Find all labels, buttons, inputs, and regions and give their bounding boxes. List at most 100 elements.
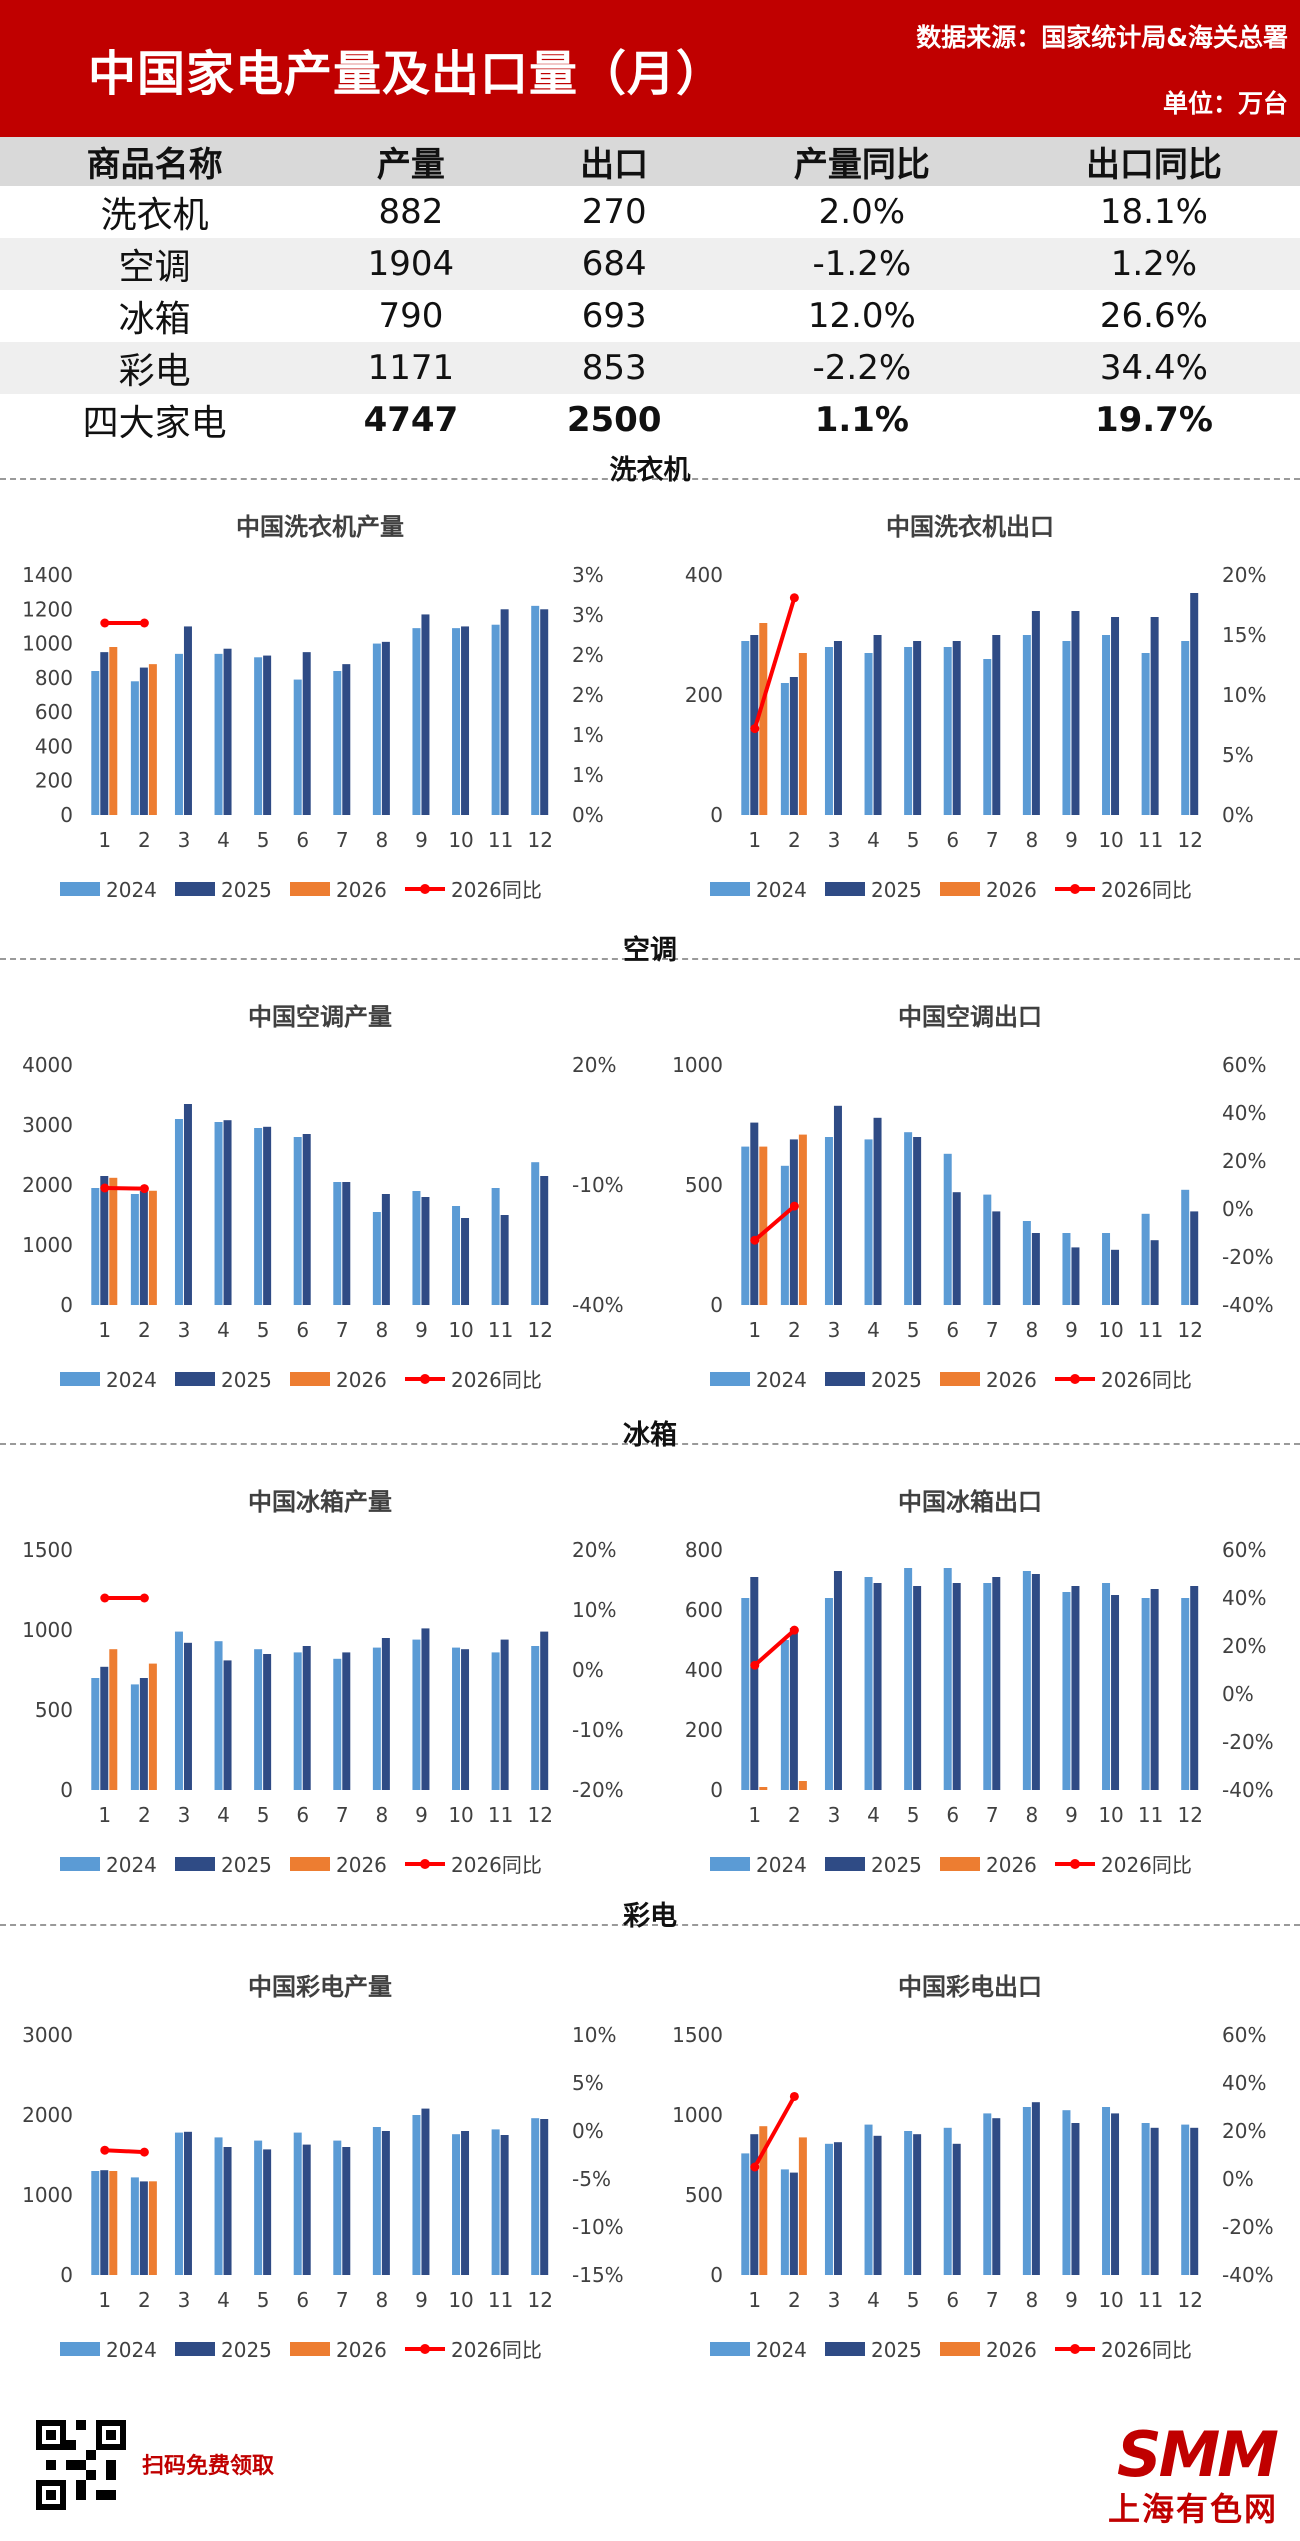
- data-source: 数据来源：国家统计局&海关总署: [916, 23, 1288, 52]
- bar-2024: [780, 683, 789, 815]
- legend-label: 2025: [221, 878, 272, 902]
- bar-2024: [1181, 1189, 1190, 1305]
- bar-2024: [254, 657, 263, 815]
- legend-label: 2025: [221, 2338, 272, 2362]
- bar-2024: [130, 1194, 139, 1305]
- x-tick-label: 3: [178, 1318, 191, 1342]
- yoy-line: [752, 597, 797, 730]
- bar-2025: [461, 1218, 470, 1305]
- y2-tick-label: -40%: [572, 1293, 624, 1317]
- x-tick-label: 2: [138, 2288, 151, 2312]
- y2-tick-label: 15%: [1222, 623, 1266, 647]
- bar-2024: [824, 1137, 833, 1305]
- x-tick-label: 11: [488, 828, 513, 852]
- bar-2026: [759, 1787, 768, 1790]
- bar-2024: [372, 2127, 381, 2275]
- legend-swatch-dot: [420, 2344, 430, 2354]
- bar-2025: [540, 2119, 549, 2275]
- x-tick-label: 9: [415, 1318, 428, 1342]
- legend-swatch: [825, 882, 865, 896]
- y2-tick-label: 1%: [572, 763, 604, 787]
- legend-label: 2024: [756, 878, 807, 902]
- y-tick-label: 1500: [22, 1538, 73, 1562]
- y-tick-label: 0: [60, 803, 73, 827]
- bar-2025: [992, 2118, 1001, 2275]
- yoy-point: [139, 1184, 149, 1194]
- x-tick-label: 8: [1026, 1318, 1039, 1342]
- bar-2025: [1071, 611, 1080, 815]
- bar-2024: [333, 671, 342, 815]
- x-tick-label: 4: [867, 1803, 880, 1827]
- y2-tick-label: 0%: [572, 2119, 604, 2143]
- chart-title: 中国冰箱产量: [248, 1488, 392, 1516]
- legend-label: 2026同比: [451, 878, 542, 902]
- x-tick-label: 1: [98, 1803, 111, 1827]
- legend-label: 2026: [986, 1368, 1037, 1392]
- bar-2025: [873, 635, 882, 815]
- bar-2025: [183, 626, 192, 815]
- bar-2024: [1022, 1571, 1031, 1790]
- bar-2025: [302, 652, 311, 815]
- legend-label: 2026: [336, 1368, 387, 1392]
- bar-2025: [833, 1571, 842, 1790]
- x-tick-label: 4: [217, 828, 230, 852]
- y-tick-label: 0: [710, 1778, 723, 1802]
- x-tick-label: 2: [138, 1318, 151, 1342]
- bar-2025: [100, 2170, 109, 2275]
- legend-label: 2026同比: [1101, 1368, 1192, 1392]
- chart-title: 中国彩电出口: [898, 1973, 1042, 2001]
- legend-label: 2026: [986, 1853, 1037, 1877]
- legend-label: 2025: [871, 1853, 922, 1877]
- bar-2024: [1062, 641, 1071, 815]
- bar-2024: [1181, 1598, 1190, 1790]
- bar-2025: [1111, 617, 1120, 815]
- x-tick-label: 12: [527, 1803, 552, 1827]
- x-tick-label: 11: [488, 1318, 513, 1342]
- x-tick-label: 5: [907, 1803, 920, 1827]
- x-tick-label: 8: [376, 828, 389, 852]
- qr-code-icon[interactable]: [36, 2420, 126, 2510]
- bar-2024: [293, 1652, 302, 1790]
- y2-tick-label: -40%: [1222, 2263, 1274, 2287]
- y2-tick-label: 60%: [1222, 2023, 1266, 2047]
- bar-2024: [943, 1568, 952, 1790]
- bar-2025: [223, 1120, 232, 1305]
- bar-2024: [780, 1165, 789, 1305]
- y-tick-label: 0: [60, 1778, 73, 1802]
- x-tick-label: 10: [1098, 1803, 1123, 1827]
- yoy-line: [753, 1628, 796, 1667]
- y-tick-label: 1000: [22, 1618, 73, 1642]
- legend-swatch: [710, 1857, 750, 1871]
- y-tick-label: 0: [710, 1293, 723, 1317]
- bar-2025: [1111, 1249, 1120, 1305]
- bar-2025: [1190, 1211, 1199, 1305]
- bar-2025: [789, 2172, 798, 2275]
- x-tick-label: 12: [527, 2288, 552, 2312]
- x-tick-label: 5: [907, 828, 920, 852]
- section-divider: [0, 478, 1300, 480]
- x-tick-label: 12: [1177, 2288, 1202, 2312]
- y-tick-label: 2000: [22, 1173, 73, 1197]
- bar-2024: [130, 681, 139, 815]
- bar-2025: [1071, 2123, 1080, 2275]
- legend-swatch: [290, 2342, 330, 2356]
- y2-tick-label: 3%: [572, 603, 604, 627]
- bar-2024: [491, 624, 500, 815]
- x-tick-label: 7: [986, 828, 999, 852]
- bar-2024: [983, 659, 992, 815]
- bar-2025: [342, 664, 351, 815]
- bar-2024: [174, 653, 183, 815]
- bar-2024: [412, 1639, 421, 1790]
- legend-swatch: [290, 1372, 330, 1386]
- bar-2025: [223, 648, 232, 815]
- table-cell: 四大家电: [82, 403, 227, 444]
- bar-2025: [342, 2147, 351, 2275]
- bar-2025: [1031, 1574, 1040, 1790]
- y-tick-label: 1400: [22, 563, 73, 587]
- bar-2025: [100, 1666, 109, 1790]
- bar-2024: [983, 2113, 992, 2275]
- bar-2025: [302, 1134, 311, 1305]
- bar-2024: [91, 1188, 100, 1305]
- bar-2024: [372, 1647, 381, 1790]
- x-tick-label: 2: [788, 2288, 801, 2312]
